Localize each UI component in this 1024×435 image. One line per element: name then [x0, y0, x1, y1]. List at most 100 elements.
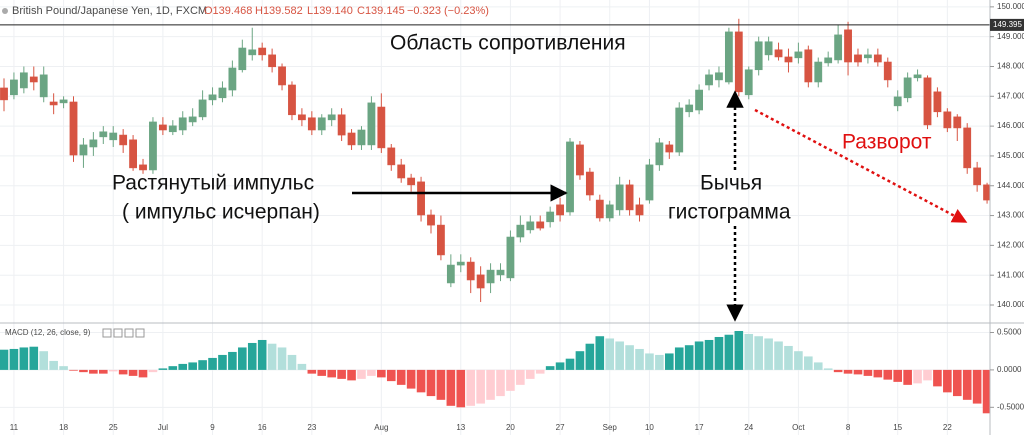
x-tick-label: 16	[258, 423, 267, 432]
histogram-bar	[426, 369, 436, 397]
candle-body	[89, 139, 98, 148]
histogram-bar	[307, 369, 317, 374]
candle-body	[139, 164, 147, 171]
candle-body	[109, 132, 118, 141]
histogram-bar	[535, 369, 545, 374]
histogram-bar	[486, 369, 495, 400]
candle-body	[744, 69, 753, 96]
icon	[102, 328, 112, 338]
histogram-bar	[257, 339, 267, 370]
histogram-bar	[724, 334, 734, 370]
candle-body	[903, 77, 912, 99]
histogram-bar	[575, 351, 585, 370]
histogram-bar	[496, 369, 505, 397]
histogram-bar	[506, 369, 515, 391]
candle-body	[129, 139, 137, 169]
x-tick-label: 13	[456, 423, 465, 432]
candle-body	[278, 66, 286, 86]
candle-body	[397, 164, 406, 179]
histogram-bar	[645, 353, 654, 370]
icon	[124, 328, 134, 338]
histogram-bar	[684, 345, 694, 370]
candle-body	[913, 74, 922, 79]
candle-body	[486, 269, 495, 284]
histogram-bar	[436, 369, 446, 400]
histogram-bar	[605, 338, 615, 370]
histogram-bar	[982, 369, 990, 414]
histogram-bar	[69, 369, 78, 371]
candle-body	[734, 31, 743, 93]
y-tick-label: 0.5000	[997, 328, 1022, 337]
candle-body	[685, 104, 694, 113]
candle-body	[10, 79, 18, 96]
histogram-bar	[625, 345, 634, 370]
candle-body	[258, 47, 267, 56]
histogram-bar	[665, 353, 674, 370]
histogram-bar	[565, 358, 575, 370]
candle-body	[407, 177, 416, 186]
histogram-bar	[128, 369, 138, 376]
x-tick-label: 24	[744, 423, 753, 432]
histogram-bar	[704, 339, 714, 370]
histogram-bar	[386, 369, 396, 382]
histogram-bar	[585, 343, 595, 370]
histogram-bar	[804, 356, 813, 370]
candle-body	[943, 111, 952, 129]
annotation: Область сопротивления	[390, 32, 626, 55]
x-tick-label: 17	[695, 423, 704, 432]
candle-body	[615, 184, 624, 211]
candle-body	[844, 29, 852, 63]
candle-body	[893, 96, 902, 107]
y-tick-label: 146.000	[997, 121, 1024, 130]
candle-body	[854, 54, 862, 63]
histogram-bar	[943, 369, 952, 393]
candle-body	[973, 167, 982, 186]
candle-body	[506, 236, 515, 279]
x-tick-label: Oct	[792, 423, 805, 432]
candle-body	[784, 56, 793, 63]
candle-body	[218, 87, 227, 99]
histogram-bar	[853, 369, 863, 375]
x-tick-label: 10	[645, 423, 654, 432]
candle-body	[446, 264, 455, 284]
histogram-bar	[655, 354, 664, 370]
candle-body	[158, 124, 167, 131]
histogram-bar	[49, 360, 58, 370]
y-tick-label: 142.000	[997, 240, 1024, 249]
candle-body	[764, 41, 773, 56]
candle-body	[605, 204, 614, 219]
histogram-bar	[674, 347, 684, 370]
histogram-bar	[29, 346, 39, 370]
x-tick-label: 9	[210, 423, 215, 432]
histogram-bar	[138, 369, 148, 378]
histogram-bar	[595, 336, 605, 370]
histogram-bar	[972, 369, 982, 404]
candle-body	[983, 184, 990, 201]
histogram-bar	[347, 369, 356, 381]
histogram-bar	[843, 369, 853, 374]
histogram-bar	[59, 366, 68, 370]
histogram-bar	[178, 363, 188, 370]
histogram-bar	[247, 342, 257, 370]
histogram-bar	[714, 336, 724, 370]
histogram-bar	[903, 369, 912, 385]
candle-body	[417, 181, 425, 216]
histogram-bar	[367, 369, 376, 376]
annotation: ( импульс исчерпан)	[122, 201, 320, 224]
candle-body	[29, 76, 38, 83]
candle-body	[0, 87, 8, 101]
histogram-bar	[0, 349, 9, 370]
x-tick-label: 25	[109, 423, 118, 432]
candle-body	[715, 72, 723, 81]
histogram-bar	[744, 333, 754, 370]
candle-body	[288, 84, 296, 116]
candle-body	[49, 101, 58, 106]
candle-body	[357, 129, 366, 146]
candle-body	[754, 41, 763, 71]
candle-body	[149, 121, 157, 171]
histogram-bar	[9, 348, 19, 370]
candle-body	[387, 147, 396, 166]
candle-body	[724, 31, 733, 83]
